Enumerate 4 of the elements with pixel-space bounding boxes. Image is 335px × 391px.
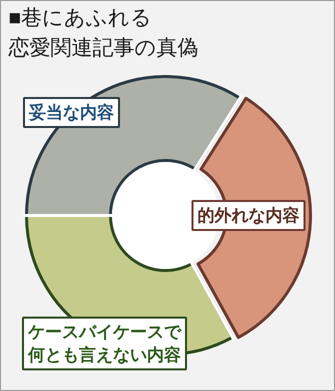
- slice-label: 妥当な内容: [28, 103, 114, 122]
- chart-title: ■巷にあふれる恋愛関連記事の真偽: [8, 6, 198, 60]
- slice-label: ケースバイケースで何とも言えない内容: [27, 322, 182, 364]
- slice-label: 的外れな内容: [198, 206, 300, 225]
